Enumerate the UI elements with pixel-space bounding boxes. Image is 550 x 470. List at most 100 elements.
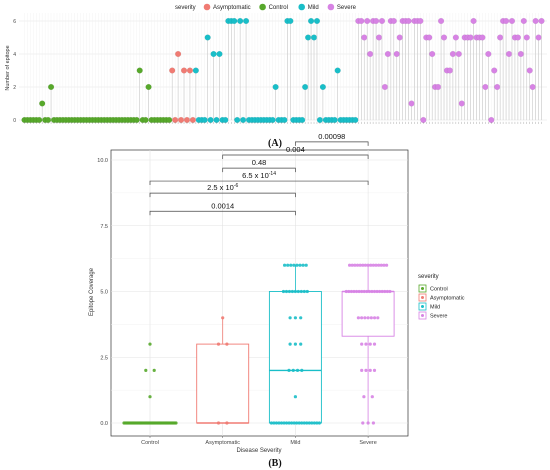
panel-b-point-mild	[296, 289, 300, 294]
panel-b-point-severe	[374, 263, 378, 267]
panel-b-legend-label-control: Control	[430, 287, 448, 293]
panel-b-point-mild	[287, 368, 291, 372]
panel-a-point-severe	[375, 34, 383, 41]
panel-b-comparison-bracket	[222, 154, 369, 160]
panel-b-legend-dot-asymptomatic	[421, 296, 424, 299]
panel-b-point-mild	[282, 421, 286, 425]
panel-a-legend-label-control: Control	[269, 5, 288, 11]
panel-b-x-tick-label: Mild	[290, 440, 300, 446]
panel-b-point-mild	[288, 342, 292, 346]
panel-b-point-severe	[367, 289, 371, 294]
panel-a-point-mild	[272, 83, 279, 91]
panel-b-point-mild	[279, 421, 284, 425]
panel-b-point-severe	[371, 421, 375, 425]
panel-b-point-severe	[363, 263, 368, 267]
panel-b-point-mild	[291, 368, 295, 372]
panel-a-point-severe	[396, 34, 403, 41]
panel-a-legend-key-asymptomatic	[203, 3, 211, 11]
panel-b-plot-area: 0.0 2.5 5.0 7.5 10.0 Control Asymptomatic Mild S…	[97, 132, 409, 446]
panel-b-point-severe	[350, 263, 354, 267]
panel-b-point-mild	[310, 421, 314, 425]
panel-b-point-severe	[369, 316, 373, 320]
panel-a-point-severe	[491, 67, 498, 74]
panel-b-point-severe	[368, 368, 372, 372]
panel-a-point-severe	[458, 100, 465, 107]
panel-b-point-severe	[385, 289, 389, 294]
panel-a-legend-key-mild	[298, 3, 306, 11]
panel-a-point-asymptomatic	[169, 67, 176, 74]
panel-a-point-severe	[381, 83, 388, 91]
panel-b-point-severe	[388, 289, 392, 294]
panel-a-point-severe	[364, 17, 371, 25]
panel-a-y-tick-label: 6	[13, 19, 16, 25]
panel-a-point-severe	[482, 83, 489, 91]
panel-b-point-severe	[360, 289, 364, 294]
panel-a-point-control	[145, 83, 152, 91]
panel-b-point-mild	[284, 421, 289, 425]
panel-a-point-control	[39, 100, 46, 107]
panel-b-point-mild	[293, 395, 297, 399]
panel-b-point-mild	[300, 368, 304, 372]
panel-b-point-mild	[295, 368, 300, 372]
panel-a-point-mild	[216, 50, 223, 58]
panel-b-point-severe	[372, 289, 377, 294]
panel-b-point-mild	[292, 263, 296, 267]
panel-a-point-severe	[417, 17, 424, 25]
panel-b-y-axis-label: Epitope Coverage	[89, 267, 95, 316]
panel-b-point-severe	[360, 368, 364, 372]
panel-b-point-severe	[365, 289, 369, 294]
panel-a-point-severe	[538, 17, 545, 25]
panel-b-point-severe	[372, 368, 377, 372]
panel-b-point-mild	[288, 316, 292, 320]
panel-b-x-tick-label: Severe	[359, 440, 376, 446]
panel-a-point-severe	[446, 67, 453, 74]
panel-a-point-severe	[523, 34, 530, 41]
panel-b-comparison-bracket	[222, 167, 296, 173]
panel-a-point-mild	[192, 67, 199, 74]
panel-b-legend: severity Control Asymptomatic Mild Severe	[418, 274, 465, 320]
panel-a-point-severe	[497, 34, 504, 41]
panel-b-point-asymptomatic	[225, 421, 229, 425]
panel-b-point-severe	[382, 263, 386, 267]
panel-b-point-severe	[347, 289, 351, 294]
panel-b-point-severe	[360, 342, 364, 346]
panel-a-point-severe	[361, 34, 368, 41]
panel-b-point-severe	[366, 316, 370, 320]
panel-b-point-control	[174, 421, 178, 425]
panel-a-point-mild	[319, 83, 326, 91]
panel-b-point-mild	[312, 421, 316, 425]
panel-a-legend-label-asymptomatic: Asymptomatic	[213, 5, 251, 11]
panel-a-point-severe	[429, 50, 436, 58]
panel-a-point-severe	[479, 34, 486, 41]
panel-b-point-severe	[366, 421, 370, 425]
panel-b-point-mild	[293, 316, 297, 320]
panel-b-point-severe	[355, 263, 360, 267]
panel-b-point-mild	[287, 289, 292, 294]
panel-b-point-severe	[372, 342, 377, 346]
panel-b-point-mild	[286, 263, 290, 267]
panel-a-point-severe	[467, 34, 474, 41]
panel-b-point-severe	[366, 263, 370, 267]
panel-b-point-asymptomatic	[221, 316, 225, 320]
panel-a-point-severe	[470, 17, 477, 25]
panel-b-point-mild	[293, 289, 297, 294]
panel-a-point-severe	[505, 50, 513, 58]
panel-b-point-mild	[301, 263, 305, 267]
panel-b-y-tick-label: 0.0	[100, 421, 108, 427]
panel-b-box-mild	[268, 291, 322, 424]
panel-a-point-severe	[438, 17, 445, 25]
panel-b-boxplot-chart: 0.0 2.5 5.0 7.5 10.0 Control Asymptomatic Mild S…	[89, 132, 465, 454]
panel-b-point-mild	[281, 289, 286, 294]
panel-b-legend-title: severity	[418, 274, 439, 280]
panel-b-point-severe	[348, 263, 352, 267]
panel-a-label: (A)	[268, 138, 282, 149]
panel-a-lollipop-chart: severity Asymptomatic Control Mild Severe 0 2…	[5, 3, 547, 124]
panel-b-legend-dot-severe	[421, 314, 424, 317]
panel-b-y-tick-label: 2.5	[100, 355, 108, 361]
panel-a-point-mild	[237, 17, 244, 25]
panel-a-point-severe	[408, 100, 415, 107]
panel-b-point-severe	[352, 289, 356, 294]
panel-b-point-severe	[379, 263, 383, 267]
panel-a-point-severe	[532, 17, 539, 25]
panel-a-point-severe	[455, 50, 462, 58]
